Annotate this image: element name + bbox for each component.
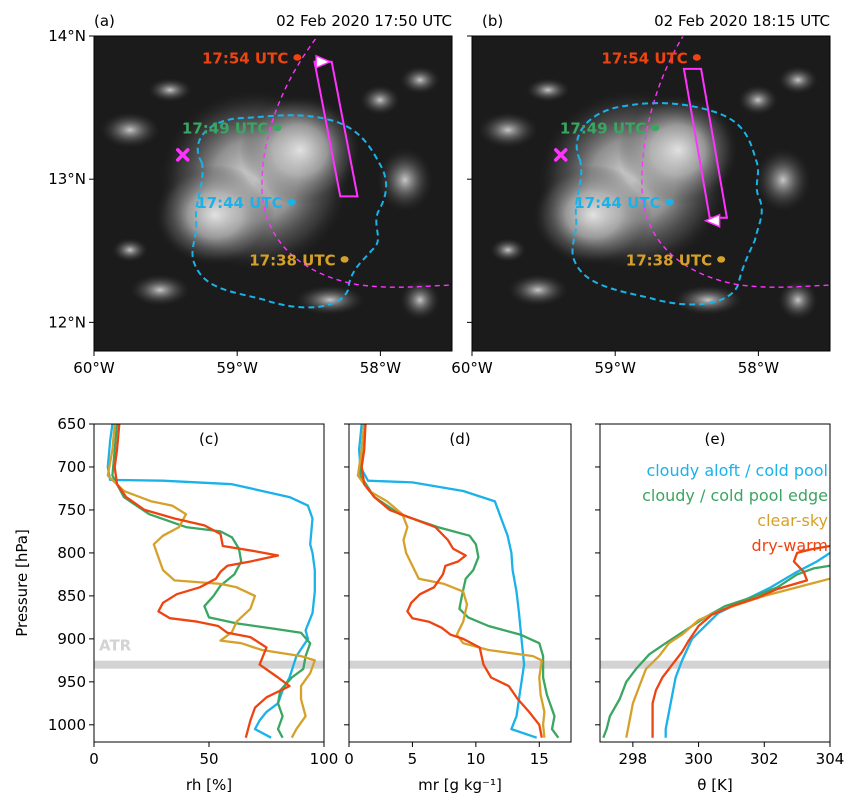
series-line-clear_sky bbox=[625, 577, 831, 738]
y-tick-label: 14°N bbox=[48, 27, 86, 45]
atr-band bbox=[600, 660, 830, 669]
time-marker-dot bbox=[293, 54, 302, 61]
y-tick-label: 650 bbox=[57, 415, 86, 433]
time-marker-dot bbox=[692, 54, 701, 61]
x-tick-label: 0 bbox=[89, 750, 99, 768]
y-tick-label: 1000 bbox=[48, 716, 86, 734]
y-tick-label: 12°N bbox=[48, 313, 86, 331]
x-axis-label: θ [K] bbox=[697, 776, 733, 794]
x-tick-label: 100 bbox=[310, 750, 339, 768]
cold-pool-outline-b bbox=[571, 102, 763, 306]
flight-leg-box-b bbox=[682, 67, 729, 219]
x-marker-icon bbox=[554, 148, 568, 162]
series-line-clear_sky bbox=[106, 423, 316, 739]
series-line-cloudy_aloft bbox=[106, 423, 316, 739]
x-tick-label: 60°W bbox=[451, 359, 493, 377]
x-tick-label: 5 bbox=[408, 750, 418, 768]
atr-band bbox=[349, 660, 571, 669]
map-b-clouds bbox=[478, 66, 818, 320]
series-line-cloudy_edge bbox=[111, 423, 312, 739]
flight-circle-a bbox=[261, 36, 452, 288]
time-marker-dot bbox=[665, 198, 674, 206]
satellite-map-b: 17:54 UTC 17:49 UTC 17:44 UTC 17:38 UTC (b)… bbox=[451, 12, 831, 377]
map-a-panel-label: (a) bbox=[94, 12, 115, 30]
map-a-clouds bbox=[100, 66, 440, 320]
direction-arrow-icon bbox=[703, 213, 721, 228]
legend-entry: dry-warm bbox=[752, 536, 828, 555]
map-b-time: 02 Feb 2020 18:15 UTC bbox=[654, 12, 830, 30]
profile-panel-3: (e) 298 300 302 304 θ [K] cloudy aloft / cold … bbox=[595, 423, 845, 794]
legend-entry: cloudy / cold pool edge bbox=[642, 486, 828, 505]
x-tick-label: 58°W bbox=[360, 359, 402, 377]
atr-label: ATR bbox=[99, 637, 132, 655]
x-tick-label: 298 bbox=[619, 750, 648, 768]
profile-frame bbox=[599, 423, 831, 743]
flight-circle-b bbox=[641, 36, 830, 288]
time-marker-dot bbox=[717, 256, 726, 263]
series-line-cloudy_aloft bbox=[357, 423, 538, 739]
y-tick-label: 700 bbox=[57, 458, 86, 476]
y-tick-label: 950 bbox=[57, 673, 86, 691]
x-marker-icon bbox=[176, 148, 190, 162]
series-line-cloudy_aloft bbox=[664, 551, 831, 738]
satellite-map-a: 17:54 UTC 17:49 UTC 17:44 UTC 17:38 UTC (a)… bbox=[48, 12, 453, 377]
x-tick-label: 300 bbox=[684, 750, 713, 768]
x-tick-label: 60°W bbox=[73, 359, 115, 377]
atr-band bbox=[94, 660, 324, 669]
x-tick-label: 59°W bbox=[216, 359, 258, 377]
profile-panel-1: ATR (c) 0 50 100 rh [%] 650 700 750 800 850 900 950 1… bbox=[13, 415, 338, 794]
map-b-frame bbox=[471, 35, 831, 352]
time-marker-dot bbox=[287, 198, 296, 206]
direction-arrow-icon bbox=[315, 54, 333, 69]
x-tick-label: 58°W bbox=[738, 359, 780, 377]
map-a-frame bbox=[93, 35, 453, 352]
series-line-clear_sky bbox=[356, 423, 546, 738]
time-marker-dot bbox=[340, 256, 349, 263]
x-axis-label: mr [g kg⁻¹] bbox=[418, 776, 502, 794]
x-tick-label: 15 bbox=[530, 750, 549, 768]
time-marker-label: 17:38 UTC bbox=[249, 251, 335, 269]
map-b-panel-label: (b) bbox=[482, 12, 503, 30]
series-line-cloudy_edge bbox=[602, 564, 831, 739]
time-marker-label: 17:38 UTC bbox=[626, 251, 712, 269]
cold-pool-outline-a bbox=[191, 114, 388, 309]
x-tick-label: 10 bbox=[466, 750, 485, 768]
profile-panel-2: (d) 0 5 10 15 mr [g kg⁻¹] bbox=[344, 423, 572, 794]
x-tick-label: 59°W bbox=[594, 359, 636, 377]
time-marker-label: 17:54 UTC bbox=[601, 49, 687, 67]
y-tick-label: 800 bbox=[57, 544, 86, 562]
map-a-time: 02 Feb 2020 17:50 UTC bbox=[276, 12, 452, 30]
legend-entry: clear-sky bbox=[757, 511, 828, 530]
series-line-dry_warm bbox=[113, 423, 291, 738]
y-tick-label: 13°N bbox=[48, 170, 86, 188]
time-marker-label: 17:44 UTC bbox=[196, 194, 282, 212]
time-marker-label: 17:49 UTC bbox=[560, 120, 646, 138]
profile-panel-label: (e) bbox=[705, 430, 726, 448]
series-line-dry_warm bbox=[360, 423, 543, 738]
y-axis-label: Pressure [hPa] bbox=[13, 529, 31, 637]
profile-panel-label: (c) bbox=[199, 430, 219, 448]
time-marker-label: 17:49 UTC bbox=[182, 120, 268, 138]
series-line-dry_warm bbox=[651, 544, 831, 738]
y-tick-label: 900 bbox=[57, 630, 86, 648]
x-tick-label: 0 bbox=[344, 750, 354, 768]
profile-panel-label: (d) bbox=[449, 430, 470, 448]
time-marker-dot bbox=[273, 124, 282, 131]
time-marker-label: 17:54 UTC bbox=[202, 49, 288, 67]
x-tick-label: 302 bbox=[750, 750, 779, 768]
profile-frame bbox=[348, 423, 572, 743]
x-axis-label: rh [%] bbox=[186, 776, 232, 794]
legend-entry: cloudy aloft / cold pool bbox=[646, 461, 828, 480]
time-marker-dot bbox=[651, 124, 660, 131]
y-tick-label: 850 bbox=[57, 587, 86, 605]
y-tick-label: 750 bbox=[57, 501, 86, 519]
x-tick-label: 50 bbox=[199, 750, 218, 768]
time-marker-label: 17:44 UTC bbox=[574, 194, 660, 212]
series-line-cloudy_edge bbox=[359, 423, 560, 739]
x-tick-label: 304 bbox=[816, 750, 845, 768]
